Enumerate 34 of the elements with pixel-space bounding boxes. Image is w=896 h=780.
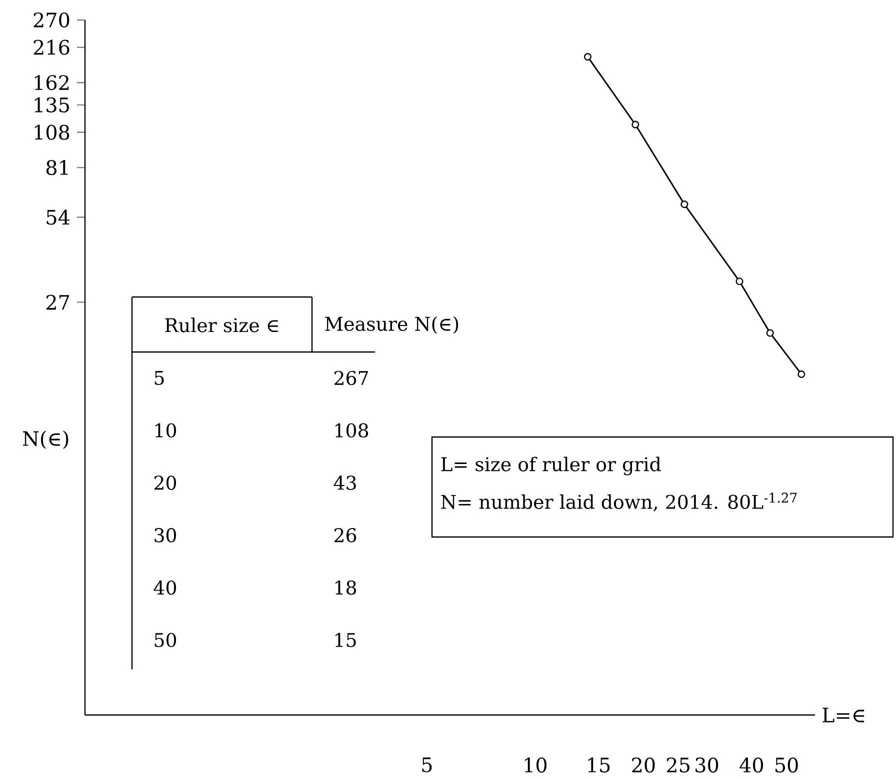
annotation: 40 [154,580,176,595]
annotation: 43 [334,476,356,490]
x-tick-label: 30 [696,758,718,773]
y-tick-label: 27 [46,294,70,310]
annotation: N= number laid down, 2014. 80L$^{-1.27}$ [441,492,797,512]
x-tick-label: 15 [588,758,610,773]
x-tick-label: 5 [422,758,432,772]
x-tick-label: 25 [666,758,690,773]
annotation: 108 [336,423,368,438]
y-tick-label: 108 [34,124,70,140]
annotation: 18 [336,580,356,595]
x-tick-label: 50 [776,758,798,773]
y-tick-label: 270 [34,12,70,28]
annotation: L= size of ruler or grid [441,456,661,476]
annotation: Ruler size ∈ [165,318,278,332]
annotation: 10 [156,423,176,438]
annotation: Measure N(∈) [325,316,458,334]
annotation: 15 [336,632,356,648]
y-tick-label: 162 [34,75,69,90]
y-tick-label: 54 [46,210,70,225]
annotation: 20 [154,476,176,490]
y-axis-title: N(∈) [22,430,68,449]
annotation: 5 [154,370,164,386]
annotation: 50 [154,632,176,648]
y-tick-label: 81 [46,160,68,176]
x-tick-label: 20 [632,758,655,773]
annotation: 26 [334,528,356,542]
x-axis-title: L=∈ [822,708,864,722]
x-tick-label: 10 [524,758,547,773]
x-tick-label: 40 [740,758,764,773]
y-tick-label: 135 [34,97,69,112]
annotation: 267 [334,370,368,386]
annotation: 30 [154,528,176,542]
y-tick-label: 216 [34,40,70,55]
